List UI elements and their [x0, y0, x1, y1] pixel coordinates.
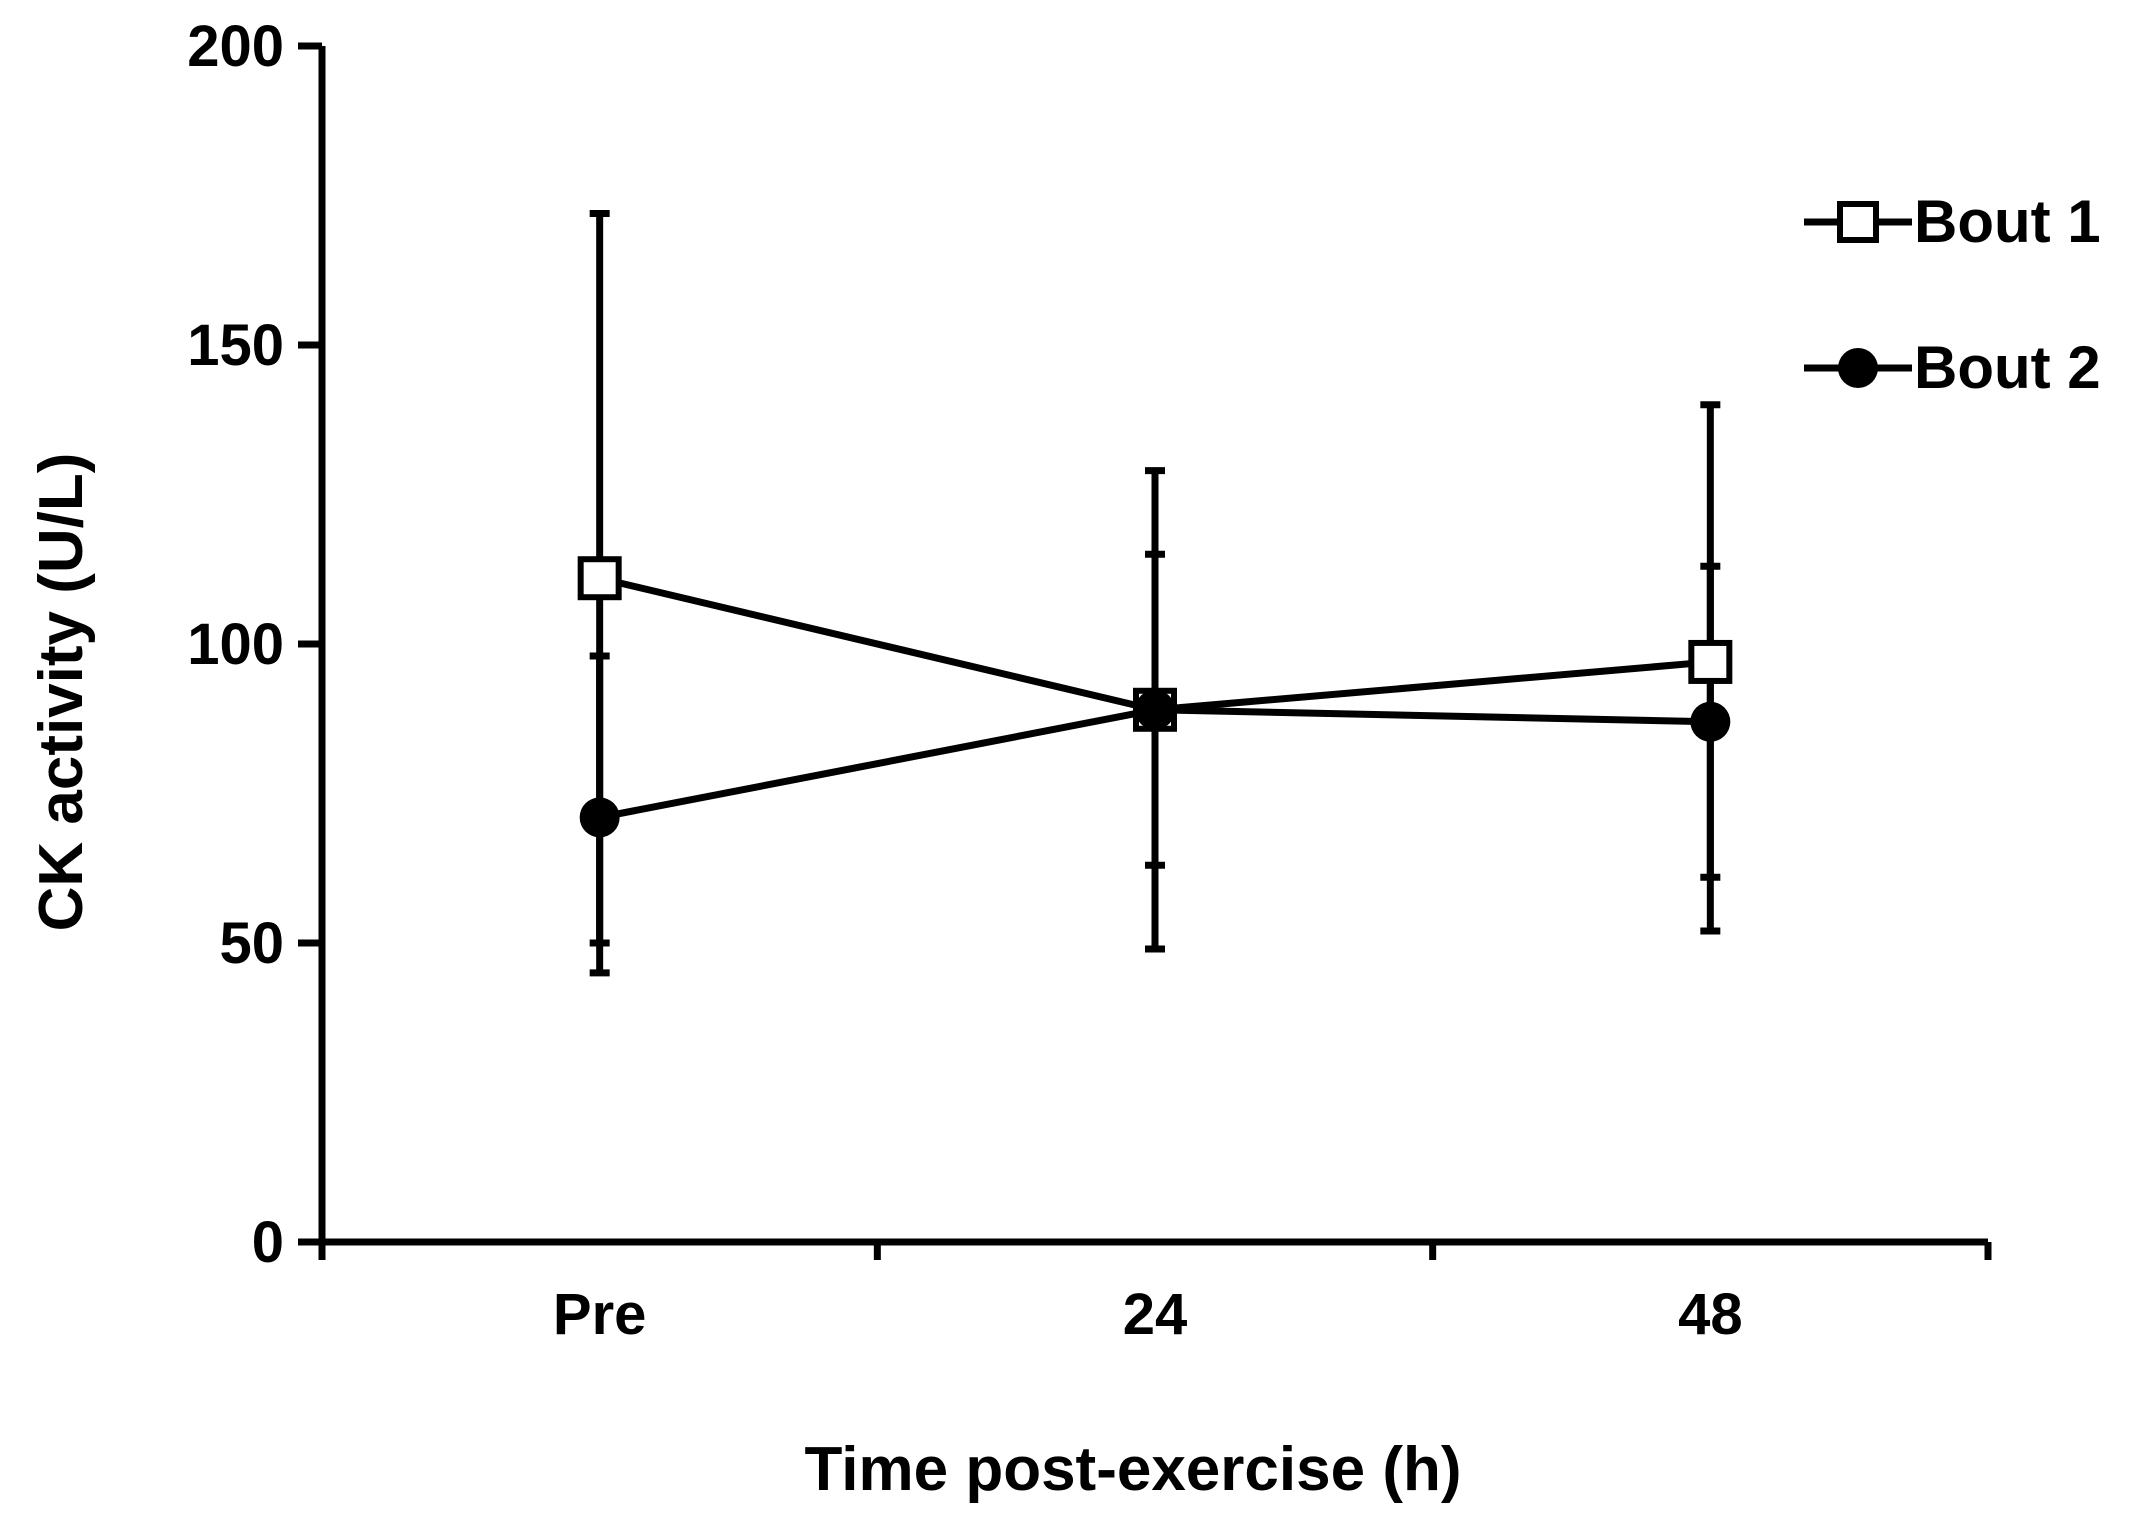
open-square-icon [1837, 201, 1879, 243]
data-point-bout-1 [1688, 639, 1733, 684]
error-bars [589, 209, 1721, 977]
x-tick-label: 48 [1678, 1282, 1743, 1347]
y-tick-label: 150 [187, 313, 284, 378]
y-tick-label: 50 [219, 911, 284, 976]
data-point-bout-2 [1690, 701, 1731, 742]
y-tick-label: 0 [252, 1210, 284, 1275]
legend-label-bout-1: Bout 1 [1914, 188, 2101, 255]
x-tick-label: Pre [553, 1282, 647, 1347]
y-axis-title: CK activity (U/L) [27, 453, 96, 932]
legend: Bout 1 Bout 2 [1804, 188, 2101, 401]
data-point-bout-2 [579, 797, 620, 838]
y-tick-label: 200 [187, 14, 284, 79]
filled-circle-icon [1838, 348, 1878, 388]
legend-label-bout-2: Bout 2 [1914, 334, 2101, 401]
data-point-bout-1 [577, 556, 622, 601]
x-axis-title: Time post-exercise (h) [805, 1435, 1462, 1504]
x-tick-label: 24 [1123, 1282, 1188, 1347]
data-point-bout-2 [1135, 689, 1175, 730]
legend-item-bout-2: Bout 2 [1804, 334, 2101, 401]
axes: 0 50 100 150 200 Pre 24 48 [187, 14, 1992, 1347]
legend-item-bout-1: Bout 1 [1804, 188, 2101, 255]
y-tick-label: 100 [187, 612, 284, 677]
data-markers [577, 556, 1733, 838]
